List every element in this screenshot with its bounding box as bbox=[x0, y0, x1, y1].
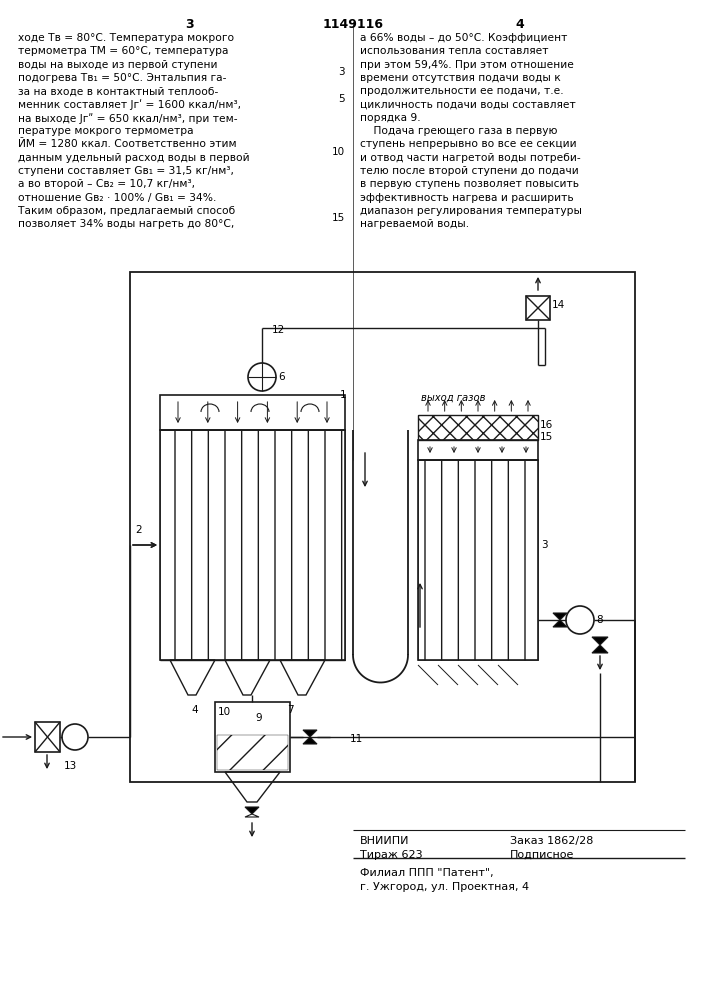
Text: 2: 2 bbox=[135, 525, 142, 535]
Text: 4: 4 bbox=[192, 705, 198, 715]
Text: ВНИИПИ: ВНИИПИ bbox=[360, 836, 409, 846]
Bar bbox=[35, 722, 60, 752]
Bar bbox=[418, 415, 538, 440]
Text: 10: 10 bbox=[332, 147, 345, 157]
Text: 1: 1 bbox=[340, 390, 346, 400]
Text: 6: 6 bbox=[278, 372, 285, 382]
Text: ступени составляет Gв₁ = 31,5 кг/нм³,: ступени составляет Gв₁ = 31,5 кг/нм³, bbox=[18, 166, 234, 176]
Polygon shape bbox=[592, 645, 608, 653]
Bar bbox=[418, 460, 538, 660]
Text: 4: 4 bbox=[515, 18, 525, 31]
Polygon shape bbox=[303, 730, 317, 737]
Bar bbox=[215, 702, 290, 772]
Text: телю после второй ступени до подачи: телю после второй ступени до подачи bbox=[360, 166, 579, 176]
Bar bbox=[418, 460, 538, 660]
Text: эффективность нагрева и расширить: эффективность нагрева и расширить bbox=[360, 193, 573, 203]
Text: 3: 3 bbox=[541, 540, 548, 550]
Text: при этом 59,4%. При этом отношение: при этом 59,4%. При этом отношение bbox=[360, 60, 574, 70]
Text: 3: 3 bbox=[186, 18, 194, 31]
Text: выход газов: выход газов bbox=[421, 393, 486, 403]
Text: цикличность подачи воды составляет: цикличность подачи воды составляет bbox=[360, 100, 575, 109]
Text: порядка 9.: порядка 9. bbox=[360, 113, 421, 123]
Text: подогрева Tв₁ = 50°C. Энтальпия га-: подогрева Tв₁ = 50°C. Энтальпия га- bbox=[18, 73, 226, 83]
Bar bbox=[217, 735, 288, 770]
Text: ЙМ = 1280 ккал. Соответственно этим: ЙМ = 1280 ккал. Соответственно этим bbox=[18, 139, 237, 149]
Text: и отвод части нагретой воды потреби-: и отвод части нагретой воды потреби- bbox=[360, 153, 580, 163]
Text: нагреваемой воды.: нагреваемой воды. bbox=[360, 219, 469, 229]
Text: 7: 7 bbox=[286, 705, 293, 715]
Text: использования тепла составляет: использования тепла составляет bbox=[360, 46, 549, 56]
Bar bbox=[526, 296, 550, 320]
Text: 15: 15 bbox=[332, 213, 345, 223]
Text: позволяет 34% воды нагреть до 80°C,: позволяет 34% воды нагреть до 80°C, bbox=[18, 219, 234, 229]
Text: Тираж 623: Тираж 623 bbox=[360, 850, 423, 860]
Text: а во второй – Cв₂ = 10,7 кг/нм³,: а во второй – Cв₂ = 10,7 кг/нм³, bbox=[18, 179, 195, 189]
Text: Заказ 1862/28: Заказ 1862/28 bbox=[510, 836, 593, 846]
Text: ступень непрерывно во все ее секции: ступень непрерывно во все ее секции bbox=[360, 139, 577, 149]
Text: 9: 9 bbox=[255, 713, 262, 723]
Text: Подача греющего газа в первую: Подача греющего газа в первую bbox=[360, 126, 558, 136]
Text: времени отсутствия подачи воды к: времени отсутствия подачи воды к bbox=[360, 73, 561, 83]
Bar bbox=[418, 415, 538, 440]
Polygon shape bbox=[553, 613, 567, 620]
Text: за на входе в контактный теплооб-: за на входе в контактный теплооб- bbox=[18, 86, 218, 96]
Text: 13: 13 bbox=[64, 761, 76, 771]
Text: отношение Gв₂ · 100% / Gв₁ = 34%.: отношение Gв₂ · 100% / Gв₁ = 34%. bbox=[18, 193, 216, 203]
Text: 14: 14 bbox=[552, 300, 566, 310]
Text: 8: 8 bbox=[596, 615, 602, 625]
Text: 11: 11 bbox=[350, 734, 363, 744]
Text: 5: 5 bbox=[339, 94, 345, 104]
Text: диапазон регулирования температуры: диапазон регулирования температуры bbox=[360, 206, 582, 216]
Text: 15: 15 bbox=[540, 432, 554, 442]
Polygon shape bbox=[303, 737, 317, 744]
Bar bbox=[160, 430, 345, 660]
Text: в первую ступень позволяет повысить: в первую ступень позволяет повысить bbox=[360, 179, 579, 189]
Text: пературе мокрого термометра: пературе мокрого термометра bbox=[18, 126, 194, 136]
Bar bbox=[418, 440, 538, 460]
Text: термометра TМ = 60°C, температура: термометра TМ = 60°C, температура bbox=[18, 46, 228, 56]
Text: Таким образом, предлагаемый способ: Таким образом, предлагаемый способ bbox=[18, 206, 235, 216]
Text: 16: 16 bbox=[540, 420, 554, 430]
Text: воды на выходе из первой ступени: воды на выходе из первой ступени bbox=[18, 60, 218, 70]
Text: Филиал ППП "Патент",: Филиал ППП "Патент", bbox=[360, 868, 493, 878]
Text: 10: 10 bbox=[218, 707, 231, 717]
Text: на выходе Jгʺ = 650 ккал/нм³, при тем-: на выходе Jгʺ = 650 ккал/нм³, при тем- bbox=[18, 113, 238, 124]
Text: ходе Tв = 80°C. Температура мокрого: ходе Tв = 80°C. Температура мокрого bbox=[18, 33, 234, 43]
Text: продолжительности ее подачи, т.е.: продолжительности ее подачи, т.е. bbox=[360, 86, 563, 96]
Text: а 66% воды – до 50°C. Коэффициент: а 66% воды – до 50°C. Коэффициент bbox=[360, 33, 568, 43]
Text: Подписное: Подписное bbox=[510, 850, 574, 860]
Text: данным удельный расход воды в первой: данным удельный расход воды в первой bbox=[18, 153, 250, 163]
Bar bbox=[160, 395, 345, 430]
Text: г. Ужгород, ул. Проектная, 4: г. Ужгород, ул. Проектная, 4 bbox=[360, 882, 529, 892]
Polygon shape bbox=[553, 620, 567, 627]
Bar bbox=[130, 272, 635, 782]
Text: 12: 12 bbox=[272, 325, 285, 335]
Text: 1149116: 1149116 bbox=[322, 18, 383, 31]
Polygon shape bbox=[592, 637, 608, 645]
Text: 3: 3 bbox=[339, 67, 345, 77]
Polygon shape bbox=[245, 807, 259, 814]
Text: менник составляет Jгʹ = 1600 ккал/нм³,: менник составляет Jгʹ = 1600 ккал/нм³, bbox=[18, 100, 241, 110]
Bar bbox=[160, 430, 345, 660]
